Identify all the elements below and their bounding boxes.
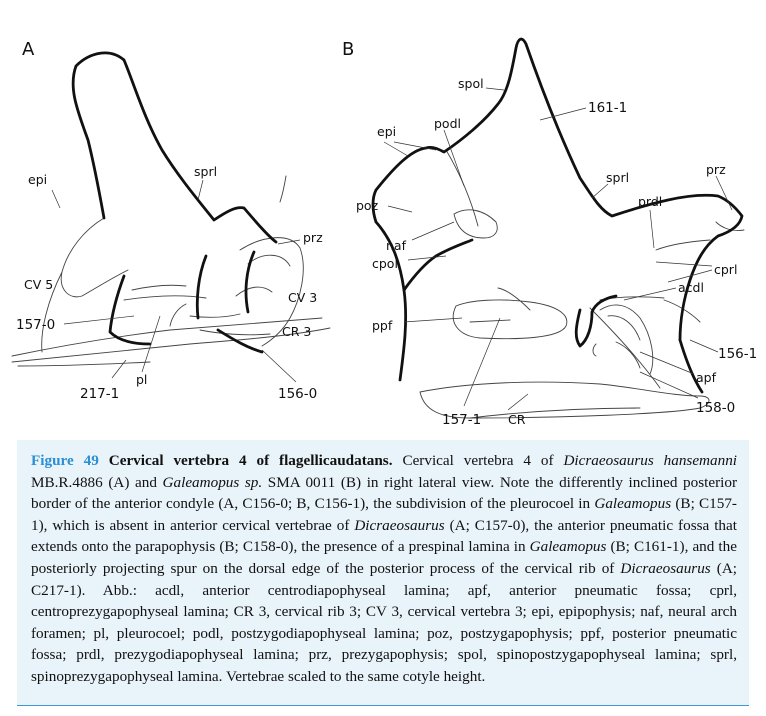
- taxon-name: Dicraeosaurus: [354, 516, 445, 534]
- panel-a-label-pl: pl: [136, 372, 147, 387]
- panel-b-neural-spine: [371, 37, 744, 382]
- panel-b-inner-lines: [445, 149, 745, 389]
- panel-a-157-leader: [63, 315, 135, 325]
- panel-a-cr3-rib: [11, 317, 331, 367]
- panel-b-label-cprl: cprl: [714, 262, 737, 277]
- panel-a-prz-leader: [277, 239, 301, 245]
- panel-a-label-prz: prz: [303, 230, 323, 245]
- taxon-name: Galeamopus: [529, 538, 607, 556]
- panel-a-label-cr3: CR 3: [282, 324, 311, 339]
- panel-b-156-leader: [689, 339, 719, 353]
- figure-drawing: A epi sprl prz CV 5 CV 3 157-0 CR 3 pl 2…: [11, 37, 757, 428]
- panel-b-label-poz: poz: [356, 198, 379, 213]
- panel-b-label-epi: epi: [377, 124, 396, 139]
- panel-b-sprl-leader: [591, 183, 609, 199]
- panel-b-podl-leader: [443, 129, 465, 187]
- taxon-name: Galeamopus: [594, 495, 672, 513]
- panel-a-label-cv3: CV 3: [288, 290, 317, 305]
- panel-b-poz-leader: [387, 205, 413, 213]
- caption-text: SMA 0011 (B) in right lateral view. Note…: [31, 473, 738, 513]
- panel-a-epi-leader: [51, 189, 61, 209]
- panel-b-label-cr: CR: [508, 412, 526, 427]
- taxon-name: Dicraeosaurus: [620, 559, 711, 577]
- panel-a-centrum: [108, 250, 264, 354]
- panel-b-label-spol: spol: [458, 76, 484, 91]
- panel-b-letter: B: [342, 39, 354, 60]
- panel-b-prdl-leader: [649, 209, 655, 249]
- panel-b-spol-leader: [485, 87, 505, 91]
- panel-b-prz-leader: [715, 175, 733, 211]
- panel-b-centrum: [574, 294, 704, 394]
- caption-text: Cervical vertebra 4 of: [402, 452, 564, 469]
- figure-title: Cervical vertebra 4 of flagellicaudatans…: [108, 452, 393, 469]
- caption-text: (B; C157-1), which is absent in anterior…: [31, 495, 737, 534]
- panel-b-posterior-arch: [402, 238, 474, 292]
- panel-b-cprl-leader: [655, 261, 713, 283]
- panel-a-pl-leader: [141, 315, 161, 373]
- figure-label: Figure 49: [31, 452, 99, 469]
- panel-b-ppf-leader: [403, 317, 463, 323]
- panel-b-label-ppf: ppf: [372, 318, 393, 333]
- panel-b-label-podl: podl: [434, 116, 461, 131]
- panel-a-sprl-leader: [197, 179, 204, 201]
- panel-b-158-leader: [639, 371, 699, 399]
- panel-a-label-epi: epi: [28, 172, 47, 187]
- panel-b-label-cpol: cpol: [372, 256, 398, 271]
- panel-b-acdl-leader: [623, 287, 677, 301]
- panel-b-label-apf: apf: [696, 370, 717, 385]
- panel-b-161-leader: [539, 107, 587, 121]
- panel-b-157-leader: [463, 317, 501, 407]
- panel-a-inner-lines: [123, 175, 287, 336]
- panel-a-label-cv5: CV 5: [24, 277, 53, 292]
- panel-b-label-naf: naf: [386, 238, 407, 253]
- panel-a-156-leader: [261, 349, 297, 383]
- panel-b-cervical-rib: [419, 381, 710, 419]
- figure-caption: Figure 49 Cervical vertebra 4 of flagell…: [31, 450, 737, 688]
- panel-a-label-sprl: sprl: [194, 164, 217, 179]
- caption-text: (A; C157-0), the anterior pneumatic foss…: [31, 516, 737, 556]
- panel-a-label-157-0: 157-0: [16, 317, 55, 333]
- caption-text: (A; C217-1). Abb.: acdl, anterior centro…: [31, 559, 738, 685]
- taxon-name: Dicraeosaurus hansemanni: [563, 452, 738, 469]
- caption-text: (B; C161-1), and the posteriorly project…: [31, 538, 737, 577]
- panel-b-label-prdl: prdl: [638, 194, 662, 209]
- panel-b-cr-leader: [507, 393, 529, 411]
- figure-caption-box: Figure 49 Cervical vertebra 4 of flagell…: [17, 440, 749, 706]
- panel-b-label-prz: prz: [706, 162, 726, 177]
- panel-a-letter: A: [22, 39, 35, 60]
- panel-b: B spol 161-1 epi podl sprl prz pr: [342, 37, 757, 428]
- taxon-name: Galeamopus sp.: [162, 473, 263, 491]
- panel-b-epi-leader: [383, 141, 437, 157]
- panel-b-apf-leader: [639, 351, 695, 375]
- panel-b-label-sprl: sprl: [606, 170, 629, 185]
- panel-a-217-leader: [111, 359, 127, 379]
- panel-a-label-156-0: 156-0: [278, 386, 317, 402]
- panel-b-label-158-0: 158-0: [696, 400, 735, 416]
- panel-b-label-156-1: 156-1: [718, 346, 757, 362]
- panel-b-cpol-leader: [407, 255, 447, 261]
- panel-b-naf-leader: [411, 221, 455, 241]
- panel-b-label-acdl: acdl: [678, 280, 704, 295]
- caption-text: MB.R.4886 (A) and: [31, 473, 163, 491]
- panel-a-neural-spine: [71, 51, 278, 244]
- panel-a-label-217-1: 217-1: [80, 386, 119, 402]
- panel-a-cv5-outline: [41, 217, 129, 353]
- panel-b-label-161-1: 161-1: [588, 100, 627, 116]
- panel-b-label-157-1: 157-1: [442, 412, 481, 428]
- panel-a: A epi sprl prz CV 5 CV 3 157-0 CR 3 pl 2…: [11, 39, 331, 402]
